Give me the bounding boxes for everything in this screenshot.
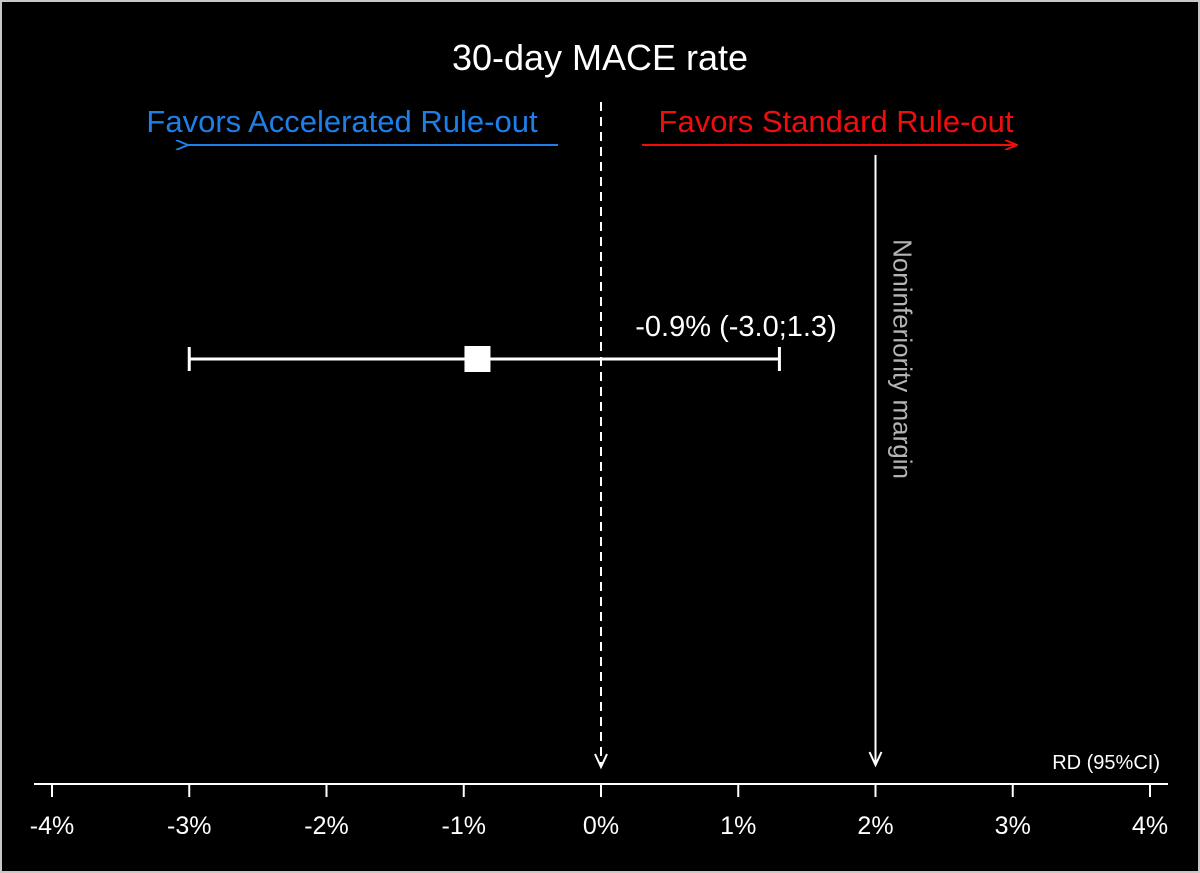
x-tick-label: 1% — [720, 812, 756, 840]
x-axis-label: RD (95%CI) — [1052, 752, 1160, 774]
x-tick-label: -3% — [167, 812, 211, 840]
x-axis-ticks: -4% -3% -2% -1% 0% 1% 2% 3% 4% — [30, 784, 1168, 840]
x-tick-label: 2% — [857, 812, 893, 840]
chart-title: 30-day MACE rate — [452, 37, 748, 78]
reference-line-arrowhead — [594, 753, 608, 770]
x-tick-label: 3% — [995, 812, 1031, 840]
estimate-label: -0.9% (-3.0;1.3) — [635, 311, 836, 343]
x-tick-label: -2% — [304, 812, 348, 840]
x-tick-label: 0% — [583, 812, 619, 840]
x-tick-label: -1% — [442, 812, 486, 840]
favors-left-label: Favors Accelerated Rule-out — [146, 104, 538, 139]
favors-right-label: Favors Standard Rule-out — [659, 104, 1014, 139]
x-tick-label: 4% — [1132, 812, 1168, 840]
noninferiority-margin-arrowhead — [868, 751, 883, 768]
noninferiority-margin-label: Noninferiority margin — [888, 239, 918, 479]
point-estimate-marker — [464, 346, 491, 372]
x-tick-label: -4% — [30, 812, 74, 840]
